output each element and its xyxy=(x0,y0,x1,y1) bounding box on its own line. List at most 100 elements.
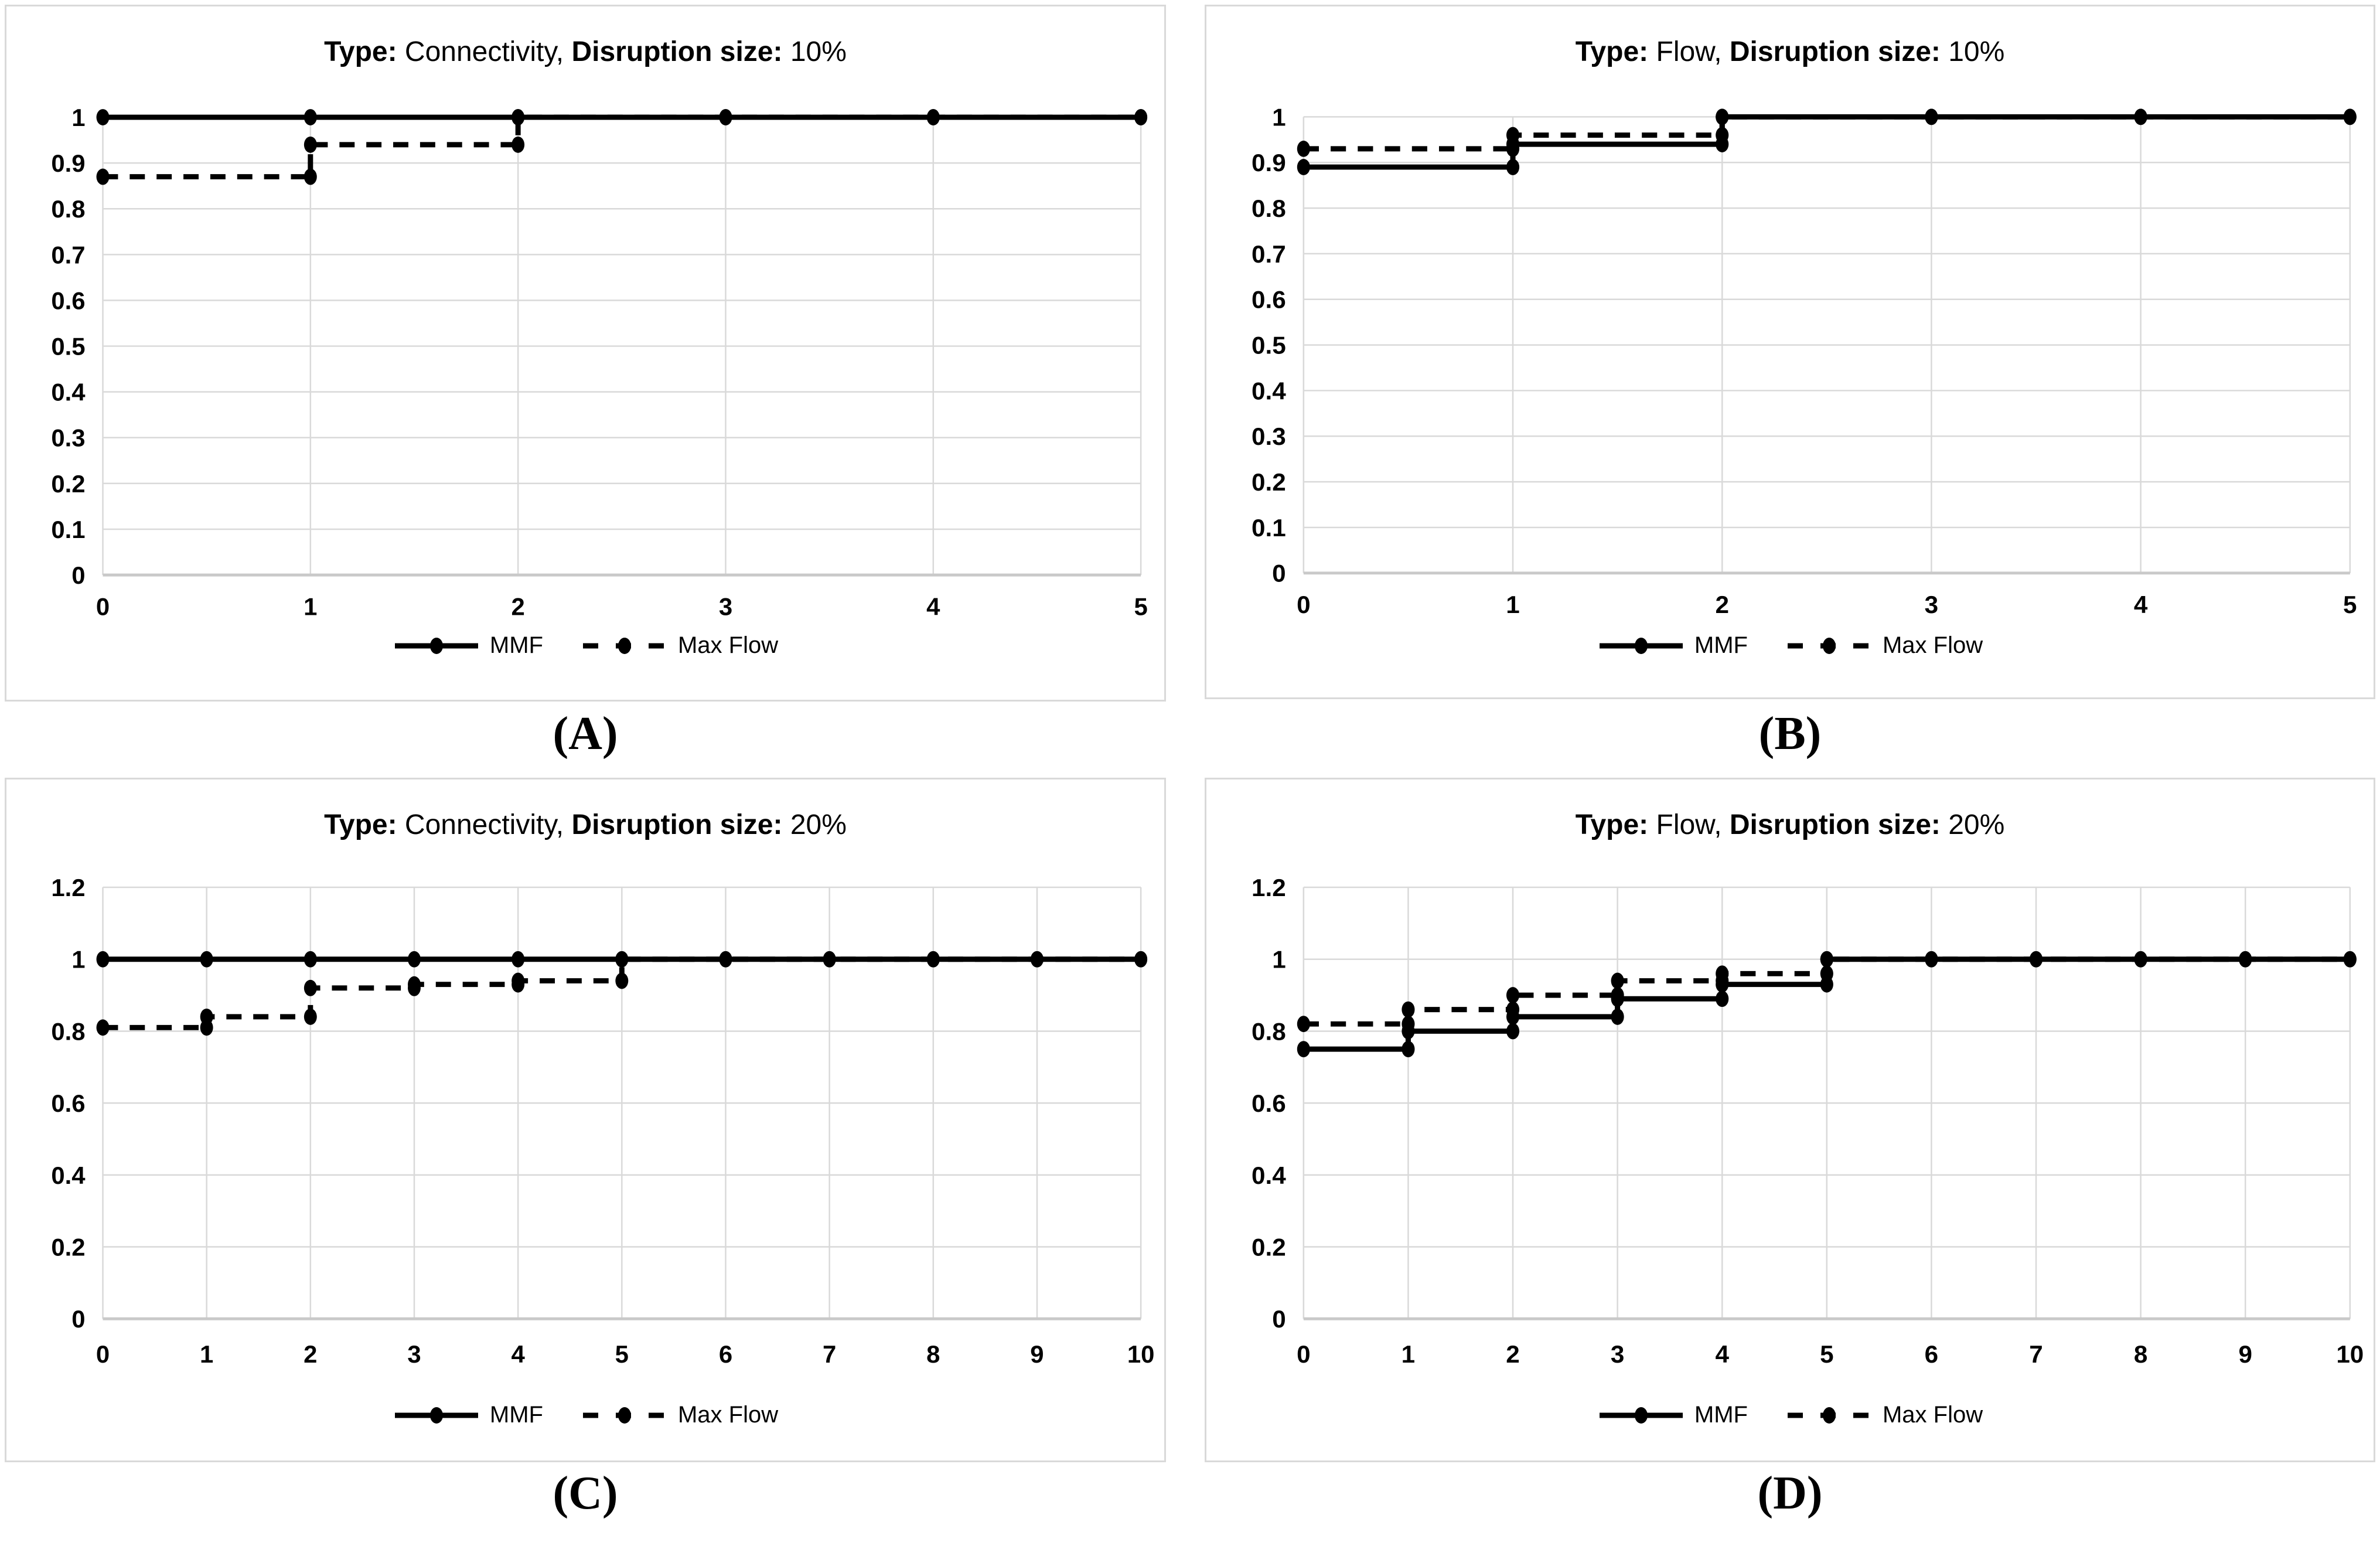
x-tick-label: 0 xyxy=(96,593,110,621)
max-flow-line-sample-icon xyxy=(1787,637,1871,654)
data-point-marker xyxy=(1402,1023,1415,1040)
data-point-marker xyxy=(512,972,525,989)
legend-label-max-flow: Max Flow xyxy=(1882,632,1983,658)
series-mmf xyxy=(96,951,1148,968)
data-point-marker xyxy=(1134,951,1148,968)
y-tick-label: 1.2 xyxy=(51,874,85,901)
data-point-marker xyxy=(719,109,732,125)
data-point-marker xyxy=(304,979,317,996)
legend-item-mmf: MMF xyxy=(1597,1402,1748,1428)
data-point-marker xyxy=(1506,987,1520,1004)
chart-plot-c: 0 1 2 3 4 5 6 7 8 9 10 0 0.2 0.4 0.6 0.8 1 1.2 xyxy=(51,874,1155,1368)
data-point-marker xyxy=(1297,141,1310,157)
x-tick-label: 7 xyxy=(823,1340,836,1368)
y-tick-label: 0.7 xyxy=(1252,240,1286,268)
legend-label-mmf: MMF xyxy=(489,1402,543,1428)
y-tick-label: 0.2 xyxy=(51,1234,85,1261)
data-point-marker xyxy=(1716,976,1729,993)
y-tick-label: 0.6 xyxy=(51,287,85,314)
x-tick-label: 8 xyxy=(2134,1340,2147,1368)
chart-panel-d: Type: Flow, Disruption size: 20% 0 1 2 3 4 5 6… xyxy=(1205,778,2375,1462)
x-tick-label: 10 xyxy=(1127,1340,1155,1368)
x-tick-label: 1 xyxy=(304,593,317,621)
data-point-marker xyxy=(1716,136,1729,152)
data-point-marker xyxy=(2343,951,2357,968)
legend-label-mmf: MMF xyxy=(1694,632,1748,658)
y-tick-label: 0 xyxy=(1272,560,1286,587)
data-point-marker xyxy=(1402,1041,1415,1058)
chart-panel-a: Type: Connectivity, Disruption size: 10%… xyxy=(5,5,1166,702)
chart-legend-b: MMF Max Flow xyxy=(1206,632,2374,659)
y-tick-label: 0.1 xyxy=(51,516,85,543)
chart-plot-b: 0 1 2 3 4 5 0 0.1 0.2 0.3 0.4 0.5 0.6 0.7 0.8 0.9 1 xyxy=(1252,104,2357,619)
x-tick-label: 7 xyxy=(2029,1340,2043,1368)
data-point-marker xyxy=(1297,159,1310,175)
y-tick-label: 0.1 xyxy=(1252,514,1286,542)
x-tick-label: 1 xyxy=(1402,1340,1415,1368)
data-point-marker xyxy=(615,972,629,989)
panel-label-b: (B) xyxy=(1758,708,1822,760)
y-tick-label: 0.5 xyxy=(51,333,85,360)
data-point-marker xyxy=(926,109,940,125)
data-point-marker xyxy=(304,109,317,125)
x-tick-label: 0 xyxy=(96,1340,110,1368)
series-mmf xyxy=(96,109,1148,125)
y-tick-label: 0.8 xyxy=(1252,195,1286,222)
chart-legend-d: MMF Max Flow xyxy=(1206,1402,2374,1428)
mmf-line-sample-icon xyxy=(394,637,478,654)
y-tick-label: 0 xyxy=(71,561,85,589)
chart-plot-a: 0 1 2 3 4 5 0 0.1 0.2 0.3 0.4 0.5 0.6 0.7 0.8 0.9 1 xyxy=(51,104,1148,621)
data-point-marker xyxy=(1506,136,1520,152)
chart-title-a: Type: Connectivity, Disruption size: 10% xyxy=(324,36,847,67)
y-tick-label: 0.3 xyxy=(1252,423,1286,450)
data-point-marker xyxy=(615,951,629,968)
x-tick-label: 5 xyxy=(1820,1340,1833,1368)
data-point-marker xyxy=(1297,1041,1310,1058)
data-point-marker xyxy=(1716,108,1729,125)
data-point-marker xyxy=(1820,951,1833,968)
x-tick-label: 4 xyxy=(1715,1340,1729,1368)
y-tick-label: 0.7 xyxy=(51,241,85,268)
chart-legend-a: MMF Max Flow xyxy=(6,632,1164,659)
max-flow-line-sample-icon xyxy=(582,1407,666,1424)
legend-label-mmf: MMF xyxy=(1694,1402,1748,1428)
data-point-marker xyxy=(926,951,940,968)
panel-label-a: (A) xyxy=(553,708,618,760)
data-point-marker xyxy=(1611,1008,1624,1025)
data-point-marker xyxy=(408,951,421,968)
y-tick-label: 1 xyxy=(71,946,85,973)
data-point-marker xyxy=(1030,951,1044,968)
y-tick-label: 0 xyxy=(1272,1305,1286,1333)
y-tick-label: 0.9 xyxy=(51,149,85,177)
data-point-marker xyxy=(823,951,836,968)
y-tick-label: 0.6 xyxy=(1252,1089,1286,1117)
legend-label-max-flow: Max Flow xyxy=(1882,1402,1983,1428)
axis-tick-labels: 0 1 2 3 4 5 6 7 8 9 10 0 0.2 0.4 0.6 0.8 1 1.2 xyxy=(1252,874,2364,1368)
panel-label-c: (C) xyxy=(553,1468,618,1519)
x-tick-label: 0 xyxy=(1297,591,1310,618)
y-tick-label: 0.6 xyxy=(1252,286,1286,314)
y-tick-label: 1.2 xyxy=(1252,874,1286,901)
x-tick-label: 6 xyxy=(1925,1340,1938,1368)
x-tick-label: 4 xyxy=(2134,591,2148,618)
gridlines xyxy=(102,116,1142,577)
series-mmf xyxy=(1297,951,2357,1058)
axis-tick-labels: 0 1 2 3 4 5 0 0.1 0.2 0.3 0.4 0.5 0.6 0.7 0.8 0.9 1 xyxy=(51,104,1147,621)
x-tick-label: 8 xyxy=(926,1340,940,1368)
legend-item-mmf: MMF xyxy=(393,1402,543,1428)
chart-legend-c: MMF Max Flow xyxy=(6,1402,1164,1428)
legend-item-max-flow: Max Flow xyxy=(1785,632,1983,659)
y-tick-label: 0.2 xyxy=(1252,468,1286,496)
axis-tick-labels: 0 1 2 3 4 5 0 0.1 0.2 0.3 0.4 0.5 0.6 0.7 0.8 0.9 1 xyxy=(1252,104,2357,619)
data-point-marker xyxy=(304,168,317,185)
y-tick-label: 0.6 xyxy=(51,1089,85,1117)
data-point-marker xyxy=(1506,1008,1520,1025)
y-tick-label: 0.8 xyxy=(51,1017,85,1045)
x-tick-label: 4 xyxy=(512,1340,526,1368)
y-tick-label: 0.8 xyxy=(1252,1018,1286,1046)
data-point-marker xyxy=(1506,159,1520,175)
chart-title-c: Type: Connectivity, Disruption size: 20% xyxy=(324,809,847,840)
data-point-marker xyxy=(1925,108,1938,125)
